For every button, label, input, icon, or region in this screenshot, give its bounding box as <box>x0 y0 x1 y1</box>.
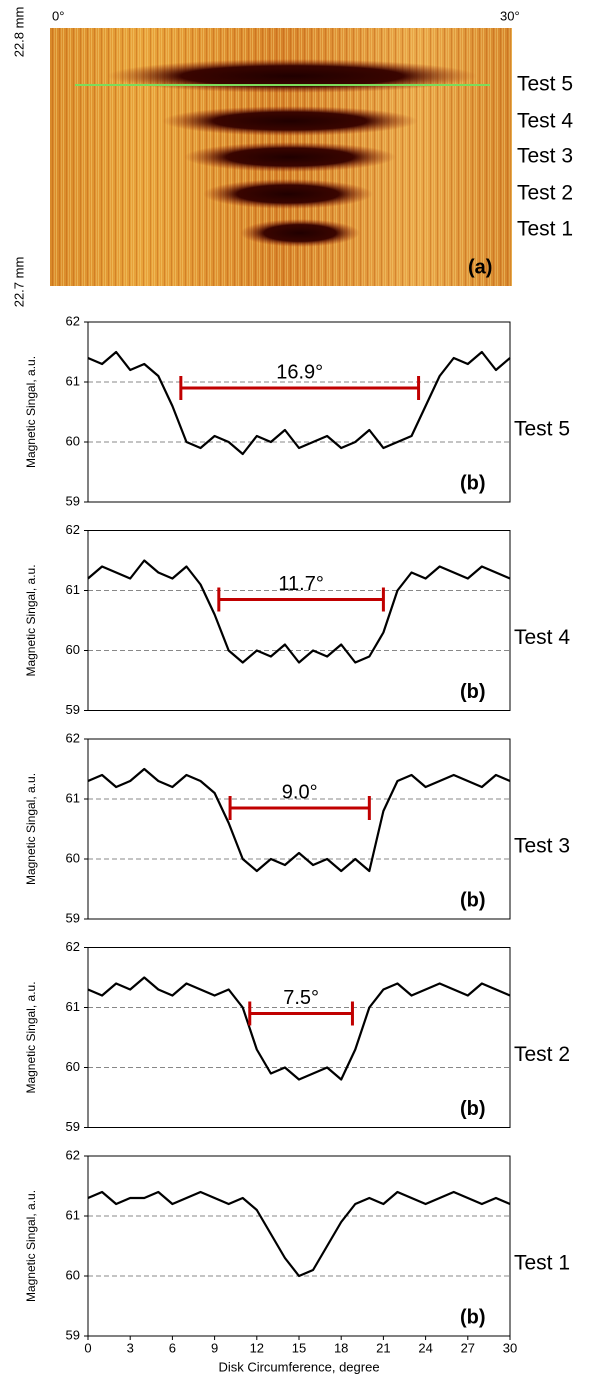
track <box>203 179 373 209</box>
track <box>240 219 360 247</box>
y-tick-label: 60 <box>66 1059 80 1074</box>
x-tick-label: 30 <box>503 1340 517 1355</box>
x-tick-label: 21 <box>376 1340 390 1355</box>
x-tick-label: 27 <box>461 1340 475 1355</box>
y-axis-title: Magnetic Singal, a.u. <box>24 981 38 1093</box>
y-tick-label: 59 <box>66 1119 80 1134</box>
x-tick-label: 3 <box>127 1340 134 1355</box>
series-label: Test 3 <box>514 835 570 858</box>
signal-line <box>87 350 511 456</box>
y-tick-label: 62 <box>66 730 80 745</box>
y-tick-label: 59 <box>66 1327 80 1342</box>
plot-frame <box>87 947 511 1128</box>
signal-line <box>87 559 511 664</box>
top-label: 22.8 mm <box>11 7 26 58</box>
bracket-label: 16.9° <box>276 361 323 383</box>
x-tick-label: 9 <box>211 1340 218 1355</box>
x-tick-label: 24 <box>418 1340 432 1355</box>
series-label: Test 1 <box>514 1252 570 1275</box>
y-tick-label: 62 <box>66 1147 80 1162</box>
plot-frame <box>87 321 511 503</box>
y-tick-label: 59 <box>66 702 80 717</box>
bracket-label: 7.5° <box>283 987 319 1009</box>
track-label: Test 2 <box>517 182 573 205</box>
bracket-label: 11.7° <box>278 573 323 595</box>
y-tick-label: 60 <box>66 642 80 657</box>
track <box>184 142 396 172</box>
plot-frame <box>87 1155 511 1337</box>
panel-label: (b) <box>460 472 486 494</box>
plot-frame <box>87 738 511 920</box>
signal-line <box>87 767 511 873</box>
panel-label: (a) <box>468 256 492 278</box>
y-tick-label: 61 <box>66 373 80 388</box>
y-axis-title: Magnetic Singal, a.u. <box>24 356 38 468</box>
x-tick-label: 12 <box>250 1340 264 1355</box>
track-label: Test 1 <box>517 218 573 241</box>
y-tick-label: 62 <box>66 313 80 328</box>
y-axis-title: Magnetic Singal, a.u. <box>24 564 38 676</box>
y-tick-label: 60 <box>66 433 80 448</box>
panel-label: (b) <box>460 1306 486 1328</box>
series-label: Test 4 <box>514 626 570 649</box>
y-tick-label: 62 <box>66 522 80 537</box>
y-tick-label: 59 <box>66 493 80 508</box>
signal-line <box>87 1190 511 1278</box>
bracket-label: 9.0° <box>282 781 318 803</box>
track-label: Test 4 <box>517 110 573 133</box>
chart: 59 60 61 62 Magnetic Singal, a.u. Test 4 11.7°… <box>24 522 570 717</box>
y-tick-label: 60 <box>66 1267 80 1282</box>
y-tick-label: 61 <box>66 582 80 597</box>
panel-label: (b) <box>460 1098 486 1120</box>
y-tick-label: 60 <box>66 850 80 865</box>
image-panel: 0° 30° 22.8 mm 22.7 mm (a) Test 5 Test 4… <box>11 7 573 308</box>
chart: 59 60 61 62 Magnetic Singal, a.u. Test 5 16.9°… <box>24 313 570 508</box>
chart: 59 60 61 62 Magnetic Singal, a.u. Test 2 7.5° (… <box>24 939 570 1134</box>
y-tick-label: 61 <box>66 1207 80 1222</box>
track <box>162 106 418 136</box>
chart: 59 60 61 62 0 3 6 9 12 15 18 21 24 27 30 Disk Circumfer… <box>24 1147 570 1374</box>
y-tick-label: 62 <box>66 939 80 954</box>
y-tick-label: 61 <box>66 790 80 805</box>
plot-frame <box>87 530 511 711</box>
panel-label: (b) <box>460 681 486 703</box>
y-axis-title: Magnetic Singal, a.u. <box>24 773 38 885</box>
x-end-label: 30° <box>500 8 520 23</box>
x-tick-label: 6 <box>169 1340 176 1355</box>
x-tick-label: 15 <box>292 1340 306 1355</box>
series-label: Test 2 <box>514 1043 570 1066</box>
signal-line <box>87 976 511 1081</box>
track <box>107 59 477 93</box>
x-axis-title: Disk Circumference, degree <box>218 1359 379 1374</box>
panel-label: (b) <box>460 889 486 911</box>
x-start-label: 0° <box>52 8 64 23</box>
y-axis-title: Magnetic Singal, a.u. <box>24 1190 38 1302</box>
series-label: Test 5 <box>514 418 570 441</box>
track-label: Test 5 <box>517 73 573 96</box>
track-label: Test 3 <box>517 145 573 168</box>
x-tick-label: 0 <box>84 1340 91 1355</box>
bottom-label: 22.7 mm <box>11 257 26 308</box>
x-tick-label: 18 <box>334 1340 348 1355</box>
y-tick-label: 59 <box>66 910 80 925</box>
y-tick-label: 61 <box>66 999 80 1014</box>
chart: 59 60 61 62 Magnetic Singal, a.u. Test 3 9.0° (… <box>24 730 570 925</box>
